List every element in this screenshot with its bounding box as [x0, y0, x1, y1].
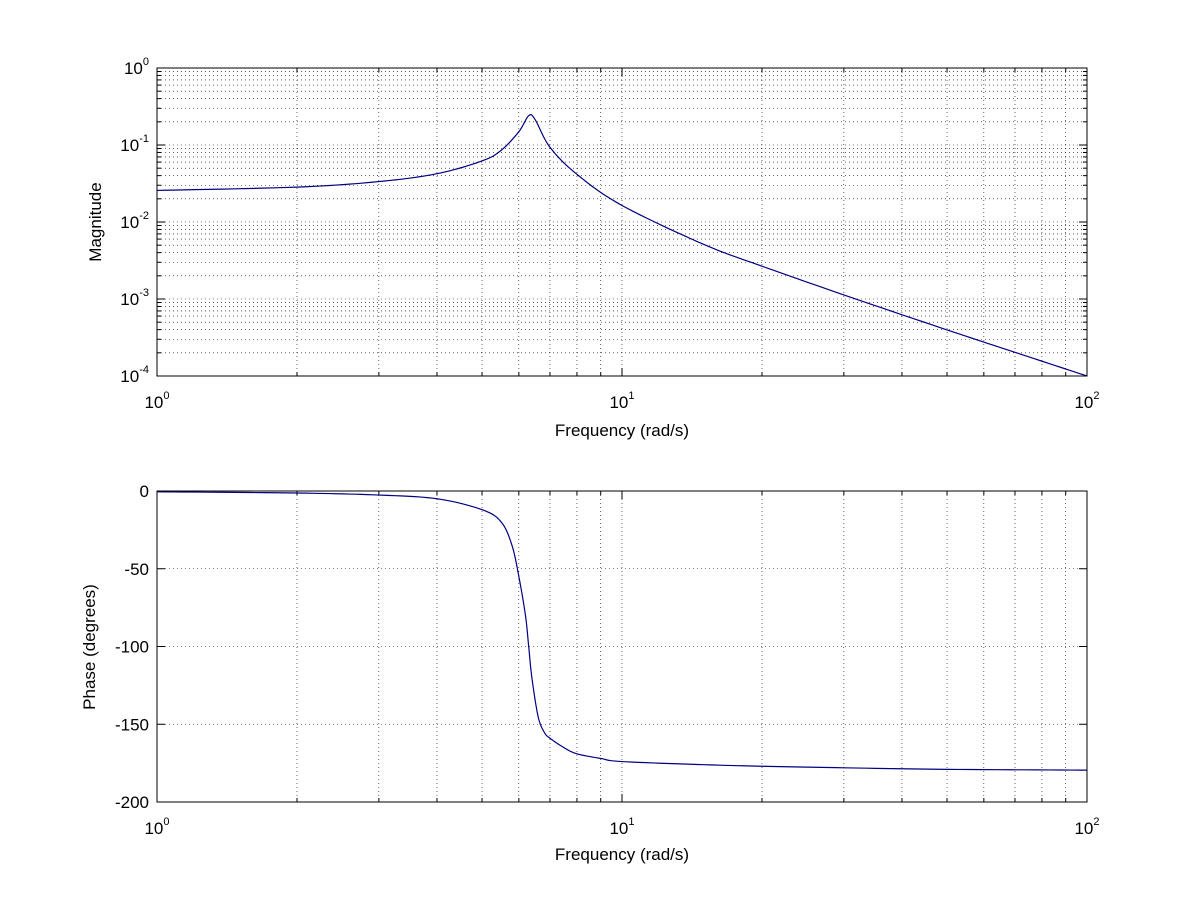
- phase-axes-box: [156, 490, 1088, 803]
- magnitude-y-tick-base: 10: [120, 290, 139, 309]
- phase-x-tick-label: 101: [609, 816, 634, 838]
- magnitude-y-tick-exponent: 0: [143, 56, 149, 68]
- magnitude-ticks: [157, 68, 1087, 376]
- magnitude-y-tick-exponent: -3: [139, 287, 149, 299]
- phase-ylabel: Phase (degrees): [80, 584, 99, 710]
- magnitude-curve: [156, 113, 1088, 377]
- magnitude-ylabel: Magnitude: [86, 182, 105, 261]
- magnitude-y-tick-base: 10: [120, 136, 139, 155]
- phase-x-tick-exponent: 1: [628, 816, 634, 828]
- magnitude-y-tick-base: 10: [124, 59, 143, 78]
- phase-xlabel: Frequency (rad/s): [555, 845, 689, 864]
- phase-x-tick-exponent: 0: [163, 816, 169, 828]
- magnitude-y-tick-exponent: -2: [139, 210, 149, 222]
- magnitude-y-tick-label: 100: [124, 56, 149, 78]
- phase-series-line: [156, 491, 1088, 771]
- magnitude-y-tick-base: 10: [120, 367, 139, 386]
- phase-ticks: [157, 491, 1087, 802]
- magnitude-x-tick-exponent: 0: [163, 390, 169, 402]
- magnitude-y-tick-label: 10-2: [120, 210, 149, 232]
- magnitude-xlabel: Frequency (rad/s): [555, 421, 689, 440]
- magnitude-x-tick-exponent: 2: [1093, 390, 1099, 402]
- phase-x-tick-label: 102: [1074, 816, 1099, 838]
- magnitude-y-tick-label: 10-1: [120, 133, 149, 155]
- phase-y-tick-label: -150: [115, 715, 149, 734]
- phase-y-tick-label: -100: [115, 638, 149, 657]
- magnitude-y-tick-exponent: -4: [139, 364, 149, 376]
- phase-curve: [156, 491, 1088, 771]
- magnitude-y-tick-label: 10-3: [120, 287, 149, 309]
- magnitude-y-tick-label: 10-4: [120, 364, 149, 386]
- magnitude-series-line: [156, 113, 1088, 377]
- phase-x-tick-exponent: 2: [1093, 816, 1099, 828]
- magnitude-x-tick-label: 100: [144, 390, 169, 412]
- magnitude-x-tick-label: 102: [1074, 390, 1099, 412]
- phase-y-tick-label: 0: [140, 482, 149, 501]
- phase-grid: [157, 491, 1087, 802]
- magnitude-x-tick-label: 101: [609, 390, 634, 412]
- magnitude-x-tick-exponent: 1: [628, 390, 634, 402]
- phase-x-tick-label: 100: [144, 816, 169, 838]
- magnitude-y-tick-base: 10: [120, 213, 139, 232]
- magnitude-y-tick-exponent: -1: [139, 133, 149, 145]
- magnitude-axes-box: [156, 67, 1088, 377]
- phase-y-tick-label: -200: [115, 793, 149, 812]
- phase-y-tick-label: -50: [124, 560, 149, 579]
